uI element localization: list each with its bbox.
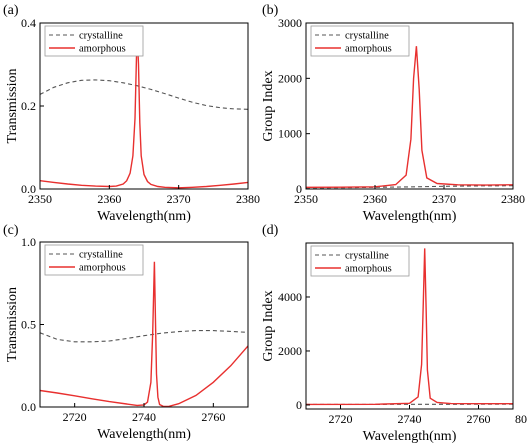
y-tick-label: 0 — [296, 182, 302, 196]
x-axis-title: Wavelength(nm) — [363, 209, 457, 224]
x-axis-title: Wavelength(nm) — [363, 429, 457, 444]
panel-label: (c) — [3, 223, 19, 238]
series-line-amorphous — [306, 46, 513, 189]
x-tick-label: 2370 — [432, 192, 456, 206]
y-tick-label: 4000 — [278, 290, 302, 304]
legend-label: crystalline — [79, 31, 123, 42]
legend-label: crystalline — [345, 251, 389, 262]
legend: crystalline amorphous — [44, 25, 144, 57]
series-line-crystalline — [40, 330, 248, 343]
x-tick-label-partial: 80 — [515, 412, 527, 426]
legend: crystalline amorphous — [44, 244, 144, 276]
legend-box — [310, 25, 410, 57]
y-tick-label: 2000 — [278, 71, 302, 85]
plot-frame — [305, 22, 514, 190]
panel-label: (b) — [262, 3, 279, 18]
x-tick-label: 2720 — [63, 410, 87, 424]
x-tick-label: 2360 — [363, 192, 387, 206]
y-axis-title: Group Index — [261, 290, 276, 361]
y-axis-title: Group Index — [261, 70, 276, 141]
y-tick-label: 0.0 — [21, 182, 36, 196]
y-axis-title: Transmission — [5, 69, 20, 144]
y-tick-label: 1000 — [278, 127, 302, 141]
x-tick-label: 2380 — [501, 192, 525, 206]
y-tick-label: 0.0 — [21, 400, 36, 414]
chart-panel: 2350 2360 2370 2380 0 1000 2000 3000 Wavelength(… — [261, 3, 525, 224]
x-tick-label: 2720 — [329, 412, 353, 426]
legend-label: amorphous — [345, 264, 392, 275]
x-tick-label: 2350 — [28, 192, 52, 206]
x-tick-label: 2740 — [132, 410, 156, 424]
legend: crystalline amorphous — [310, 25, 410, 57]
series-line-amorphous — [40, 261, 248, 407]
legend-label: amorphous — [79, 263, 126, 274]
x-tick-label: 2370 — [167, 192, 191, 206]
legend-box — [44, 25, 144, 57]
y-tick-label: 0.4 — [21, 16, 36, 30]
x-axis-title: Wavelength(nm) — [97, 209, 191, 224]
legend-label: amorphous — [79, 44, 126, 55]
legend-label: crystalline — [345, 31, 389, 42]
x-tick-label: 2740 — [398, 412, 422, 426]
legend-label: amorphous — [345, 44, 392, 55]
chart-panel: 2720 2740 2760 0 2000 4000 Wavelength(nm) Group… — [261, 223, 514, 444]
x-tick-label: 2380 — [236, 192, 260, 206]
y-tick-label: 2000 — [278, 344, 302, 358]
chart-panel: 2720 2740 2760 0.0 0.5 1.0 Wavelength(nm) Trans… — [3, 223, 249, 442]
y-tick-label: 0 — [296, 398, 302, 412]
series-line-crystalline — [40, 79, 248, 110]
x-tick-label: 2760 — [201, 410, 225, 424]
legend-box — [310, 245, 410, 277]
x-tick-label: 2360 — [97, 192, 121, 206]
y-tick-label: 0.5 — [21, 318, 36, 332]
y-axis-title: Transmission — [5, 287, 20, 362]
x-axis-title: Wavelength(nm) — [97, 427, 191, 442]
series-line-amorphous — [40, 31, 248, 189]
y-tick-label: 0.2 — [21, 99, 36, 113]
panel-label: (a) — [3, 3, 19, 18]
panel-label: (d) — [262, 223, 279, 238]
y-tick-label: 1.0 — [21, 235, 36, 249]
x-tick-label: 2760 — [467, 412, 491, 426]
x-tick-label: 2350 — [294, 192, 318, 206]
legend: crystalline amorphous — [310, 245, 410, 277]
legend-box — [44, 244, 144, 276]
chart-panel: 2350 2360 2370 2380 0.0 0.2 0.4 Wavelength(nm) T… — [3, 3, 260, 224]
y-tick-label: 3000 — [278, 16, 302, 30]
series-line-amorphous — [306, 248, 513, 406]
legend-label: crystalline — [79, 250, 123, 261]
